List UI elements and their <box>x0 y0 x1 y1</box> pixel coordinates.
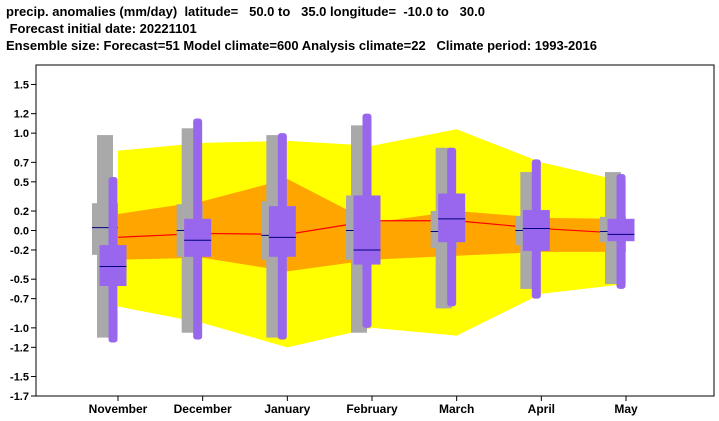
y-tick-label: -1.0 <box>10 323 29 335</box>
y-tick-label: -0.7 <box>10 294 29 306</box>
x-tick-label: November <box>89 402 148 416</box>
forecast-box <box>268 206 296 257</box>
x-tick-label: February <box>346 402 398 416</box>
forecast-box <box>438 193 466 243</box>
x-tick-label: December <box>174 402 232 416</box>
forecast-date-line: Forecast initial date: 20221101 <box>6 21 197 36</box>
y-tick-label: -0.5 <box>10 274 29 286</box>
x-tick-label: January <box>264 402 310 416</box>
y-tick-label: 1.5 <box>14 79 29 91</box>
y-tick-label: 0.7 <box>14 157 29 169</box>
forecast-box <box>522 210 550 251</box>
forecast-box <box>607 218 635 242</box>
box-group <box>261 133 296 340</box>
y-tick-label: 1.2 <box>14 109 29 121</box>
forecast-box <box>353 195 381 265</box>
y-tick-label: -1.5 <box>10 372 29 384</box>
box-group <box>430 147 466 309</box>
x-tick-label: April <box>528 402 555 416</box>
y-tick-label: 1.0 <box>14 128 29 140</box>
y-tick-label: 0.0 <box>14 226 29 238</box>
forecast-box <box>184 218 212 257</box>
y-tick-label: -0.2 <box>10 245 29 257</box>
forecast-box <box>99 245 127 286</box>
box-group <box>515 159 550 299</box>
chart-axes: -1.7 -1.5 -1.2 -1.0 -0.7 -0.5 -0.2 0.0 0.2 0.5 0.7… <box>10 64 715 416</box>
y-tick-label: 0.2 <box>14 206 29 218</box>
y-tick-label: -1.7 <box>10 391 29 403</box>
y-tick-label: -1.2 <box>10 342 29 354</box>
box-group <box>346 113 381 333</box>
box-group <box>92 135 127 343</box>
chart-title: precip. anomalies (mm/day) latitude= 50.… <box>6 4 485 19</box>
ensemble-info-line: Ensemble size: Forecast=51 Model climate… <box>6 38 597 53</box>
box-group <box>176 118 212 340</box>
x-tick-label: March <box>439 402 474 416</box>
x-tick-label: May <box>614 402 638 416</box>
box-plots <box>92 113 635 343</box>
chart-header: precip. anomalies (mm/day) latitude= 50.… <box>0 0 719 56</box>
box-group <box>600 172 635 289</box>
y-tick-label: 0.5 <box>14 177 29 189</box>
